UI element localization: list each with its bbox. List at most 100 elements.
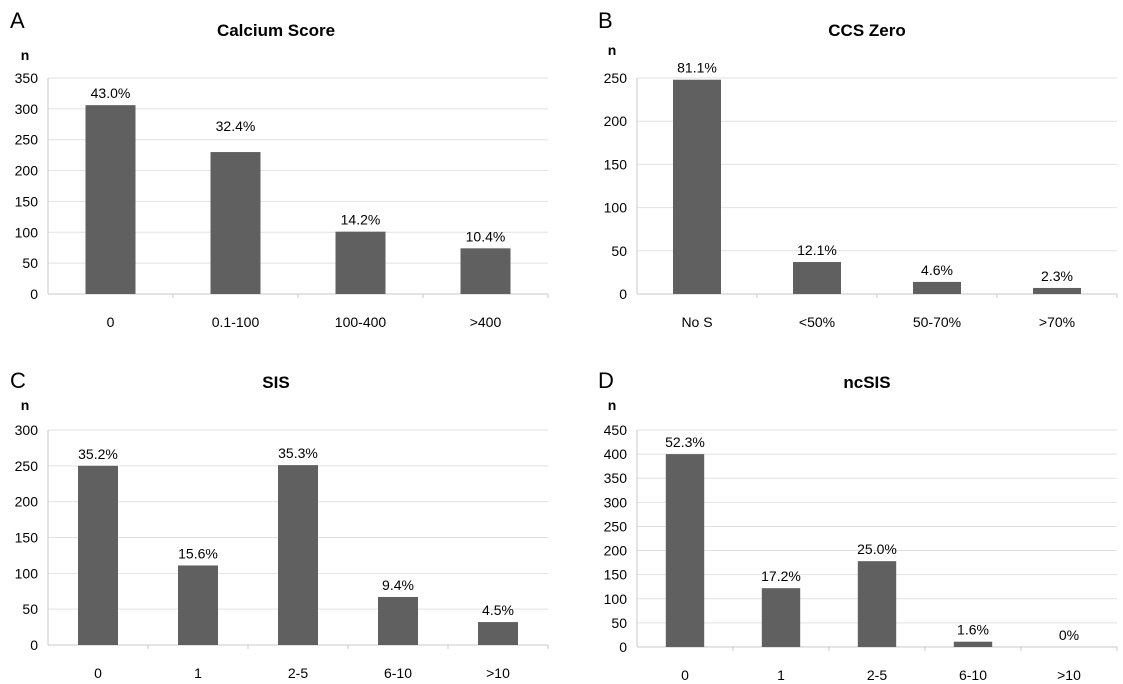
data-label: 52.3% [665,434,705,450]
data-label: 12.1% [797,242,837,258]
y-tick-label: 50 [22,601,38,617]
y-tick-label: 0 [619,639,627,655]
bar [953,641,993,647]
y-tick-label: 300 [15,101,39,117]
x-tick-label: 0 [107,314,115,330]
y-tick-label: 150 [604,567,628,583]
y-tick-label: 400 [604,446,628,462]
x-tick-label: <50% [799,314,835,330]
y-tick-label: 0 [30,286,38,302]
data-label: 81.1% [677,60,717,76]
data-label: 10.4% [466,228,506,244]
bar [335,231,386,294]
y-tick-label: 150 [604,156,628,172]
x-tick-label: 2-5 [867,667,887,683]
bar [460,248,511,294]
y-tick-label: 450 [604,422,628,438]
x-tick-label: >70% [1039,314,1075,330]
data-label: 2.3% [1041,268,1073,284]
y-tick-label: 250 [15,458,39,474]
y-tick-label: 250 [15,132,39,148]
bar [1033,287,1081,294]
data-label: 0% [1059,627,1079,643]
chart-panel-b: B CCS Zero n 0 50 100 150 200 250 81.1% No S 12.1% <… [598,8,1118,330]
y-tick-label: 50 [22,255,38,271]
data-label: 32.4% [216,118,256,134]
data-label: 43.0% [91,85,131,101]
x-tick-label: 2-5 [288,665,308,681]
data-label: 17.2% [761,568,801,584]
y-tick-label: 100 [15,565,39,581]
x-tick-label: 1 [777,667,785,683]
data-label: 35.2% [78,446,118,462]
y-tick-label: 150 [15,530,39,546]
y-axis-label: n [21,47,30,63]
panel-letter: A [10,8,25,33]
data-label: 25.0% [857,541,897,557]
y-tick-label: 200 [604,543,628,559]
y-axis-label: n [608,397,617,413]
x-tick-label: No S [681,314,712,330]
data-label: 1.6% [957,622,989,638]
chart-title: SIS [262,373,289,392]
x-tick-label: 0.1-100 [212,314,260,330]
chart-title: CCS Zero [828,21,905,40]
x-tick-label: 6-10 [959,667,987,683]
bar [478,622,518,645]
y-tick-label: 350 [15,70,39,86]
y-tick-label: 300 [15,422,39,438]
data-label: 4.6% [921,262,953,278]
x-tick-label: 6-10 [384,665,412,681]
y-tick-label: 150 [15,193,39,209]
chart-title: Calcium Score [217,21,335,40]
y-tick-label: 0 [619,286,627,302]
data-label: 35.3% [278,445,318,461]
panel-letter: B [598,8,613,33]
x-tick-label: 1 [194,665,202,681]
data-label: 14.2% [341,212,381,228]
y-tick-label: 250 [604,70,628,86]
y-tick-label: 50 [611,243,627,259]
y-axis-label: n [21,397,30,413]
x-tick-label: >10 [486,665,510,681]
bar [665,454,705,647]
panel-letter: D [598,368,614,393]
y-tick-label: 0 [30,637,38,653]
data-label: 9.4% [382,577,414,593]
y-tick-label: 100 [604,200,628,216]
data-label: 4.5% [482,602,514,618]
x-tick-label: 100-400 [335,314,387,330]
bar [178,565,218,645]
y-tick-label: 250 [604,518,628,534]
y-tick-label: 300 [604,494,628,510]
bar [913,281,961,294]
bar [78,465,118,645]
x-tick-label: 50-70% [913,314,961,330]
bar [378,596,418,645]
data-label: 15.6% [178,545,218,561]
x-tick-label: 0 [681,667,689,683]
bar [278,465,318,645]
chart-panel-c: C SIS n 0 50 100 150 200 250 300 35.2% 0 15.6% 1 35.3%… [10,368,549,681]
panel-letter: C [10,368,26,393]
chart-panel-a: A Calcium Score n 0 50 100 150 200 250 300 350 43.0… [10,8,549,330]
bar [85,105,136,294]
bar [210,152,261,294]
y-tick-label: 200 [15,494,39,510]
y-tick-label: 50 [611,615,627,631]
y-tick-label: 200 [604,113,628,129]
bar [761,588,801,647]
x-tick-label: >400 [470,314,502,330]
y-tick-label: 200 [15,163,39,179]
chart-title: ncSIS [843,373,890,392]
y-tick-label: 100 [15,224,39,240]
x-tick-label: >10 [1057,667,1081,683]
x-tick-label: 0 [94,665,102,681]
bar [793,262,841,294]
y-axis-label: n [608,42,617,58]
y-tick-label: 100 [604,591,628,607]
y-tick-label: 350 [604,470,628,486]
bar [673,79,721,294]
